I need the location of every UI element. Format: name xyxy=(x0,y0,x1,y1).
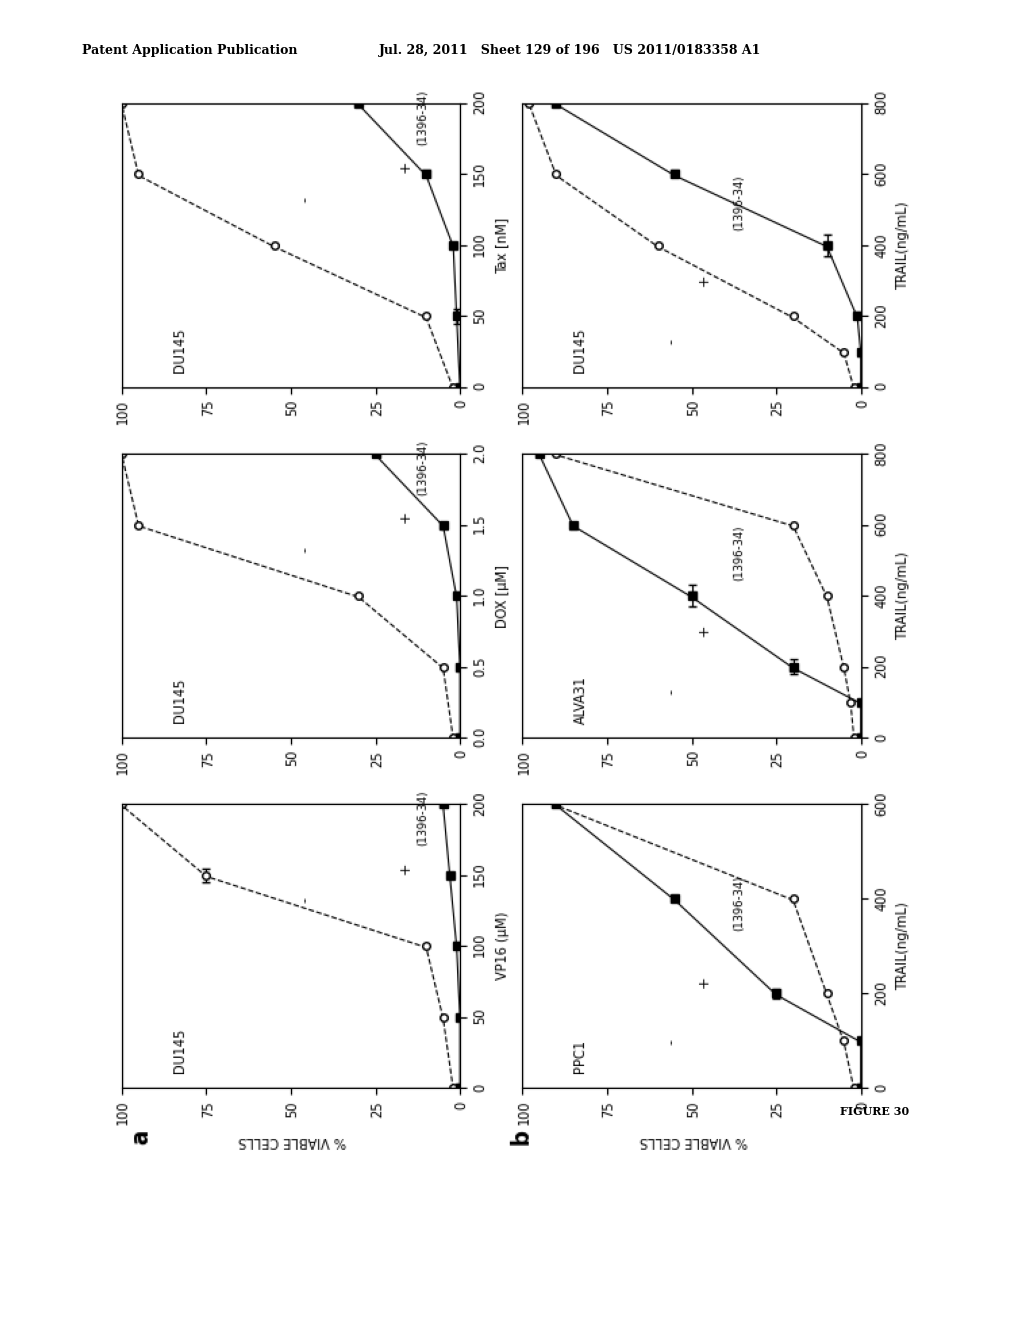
Text: FIGURE 30: FIGURE 30 xyxy=(840,1106,909,1118)
Text: Jul. 28, 2011   Sheet 129 of 196   US 2011/0183358 A1: Jul. 28, 2011 Sheet 129 of 196 US 2011/0… xyxy=(379,44,761,57)
Text: Patent Application Publication: Patent Application Publication xyxy=(82,44,297,57)
